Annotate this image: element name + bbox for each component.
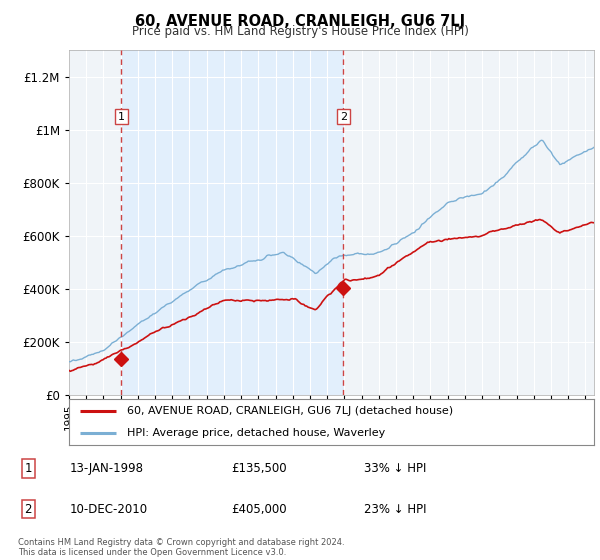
Text: 2: 2 (25, 502, 32, 516)
Text: 10-DEC-2010: 10-DEC-2010 (70, 502, 148, 516)
Text: £405,000: £405,000 (231, 502, 287, 516)
Text: Price paid vs. HM Land Registry's House Price Index (HPI): Price paid vs. HM Land Registry's House … (131, 25, 469, 38)
Text: £135,500: £135,500 (231, 462, 287, 475)
Text: 60, AVENUE ROAD, CRANLEIGH, GU6 7LJ: 60, AVENUE ROAD, CRANLEIGH, GU6 7LJ (135, 14, 465, 29)
Text: 1: 1 (25, 462, 32, 475)
Text: 60, AVENUE ROAD, CRANLEIGH, GU6 7LJ (detached house): 60, AVENUE ROAD, CRANLEIGH, GU6 7LJ (det… (127, 406, 453, 416)
Text: 33% ↓ HPI: 33% ↓ HPI (364, 462, 426, 475)
Text: Contains HM Land Registry data © Crown copyright and database right 2024.
This d: Contains HM Land Registry data © Crown c… (18, 538, 344, 557)
Text: 2: 2 (340, 111, 347, 122)
Text: 13-JAN-1998: 13-JAN-1998 (70, 462, 144, 475)
Text: HPI: Average price, detached house, Waverley: HPI: Average price, detached house, Wave… (127, 428, 385, 438)
Text: 23% ↓ HPI: 23% ↓ HPI (364, 502, 426, 516)
Text: 1: 1 (118, 111, 125, 122)
Bar (121, 50, 343, 395)
